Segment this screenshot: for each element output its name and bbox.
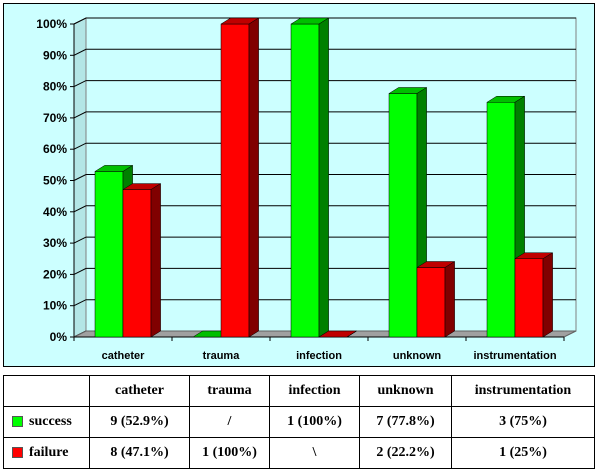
chart-panel: 0% 10% 20% 30% 40% 50% 60% 70% 80% 90% 100% cathete… (3, 3, 595, 367)
bar-success (486, 102, 516, 338)
table-row-success: success 9 (52.9%) / 1 (100%) 7 (77.8%) 3… (3, 406, 595, 438)
row-label-success: success (3, 406, 90, 438)
bar-success (94, 171, 124, 338)
table-row-failure: failure 8 (47.1%) 1 (100%) \ 2 (22.2%) 1… (3, 437, 595, 469)
bar-success (290, 23, 320, 338)
row-label-text: success (29, 414, 72, 429)
y-tick-label: 100% (36, 17, 67, 31)
x-tick-label: instrumentation (473, 350, 556, 362)
failure-swatch (12, 447, 23, 459)
gridline (73, 80, 576, 88)
table-header-cell: instrumentation (451, 375, 595, 407)
table-cell: 9 (52.9%) (89, 406, 190, 438)
table-cell: 3 (75%) (451, 406, 595, 438)
table-header-cell (3, 375, 90, 407)
table-cell: \ (269, 437, 360, 469)
bar-side-failure (444, 261, 455, 338)
table-header-row: catheter trauma infection unknown instru… (3, 375, 595, 407)
bar-failure (416, 267, 446, 338)
bar-side-success (318, 17, 329, 338)
table-cell: 8 (47.1%) (89, 437, 190, 469)
bar-success (388, 93, 418, 338)
y-tick-label: 40% (43, 205, 67, 219)
bar-failure (122, 189, 152, 338)
bar-side-failure (248, 17, 259, 338)
y-tick-label: 20% (43, 267, 67, 281)
table-cell: 2 (22.2%) (359, 437, 452, 469)
bar-failure (514, 258, 544, 338)
success-swatch (12, 416, 23, 428)
table-header-cell: infection (269, 375, 360, 407)
bar-side-failure (346, 330, 357, 338)
y-tick-label: 90% (43, 48, 67, 62)
x-tick-label: infection (296, 350, 342, 362)
y-tick-label: 80% (43, 80, 67, 94)
y-tick-label: 50% (43, 174, 67, 188)
bar-chart: 0% 10% 20% 30% 40% 50% 60% 70% 80% 90% 100% cathete… (36, 17, 577, 362)
y-tick-label: 60% (43, 142, 67, 156)
y-tick-label: 70% (43, 111, 67, 125)
x-tick-label: unknown (393, 350, 442, 362)
gridline (73, 17, 576, 25)
table-header-cell: catheter (89, 375, 190, 407)
table-cell: / (189, 406, 270, 438)
x-tick-label: trauma (203, 350, 241, 362)
row-label-failure: failure (3, 437, 90, 469)
row-label-text: failure (29, 445, 69, 460)
data-table: catheter trauma infection unknown instru… (3, 375, 595, 469)
table-cell: 1 (100%) (269, 406, 360, 438)
table-cell: 1 (100%) (189, 437, 270, 469)
bar-side-failure (150, 183, 161, 338)
table-header-cell: unknown (359, 375, 452, 407)
table-header-cell: trauma (189, 375, 270, 407)
table-cell: 7 (77.8%) (359, 406, 452, 438)
table-cell: 1 (25%) (451, 437, 595, 469)
y-tick-label: 10% (43, 299, 67, 313)
y-tick-label: 30% (43, 236, 67, 250)
y-tick-label: 0% (50, 330, 68, 344)
bar-failure (220, 23, 250, 338)
bar-side-failure (542, 252, 553, 338)
x-tick-label: catheter (102, 350, 146, 362)
gridline (73, 48, 576, 56)
